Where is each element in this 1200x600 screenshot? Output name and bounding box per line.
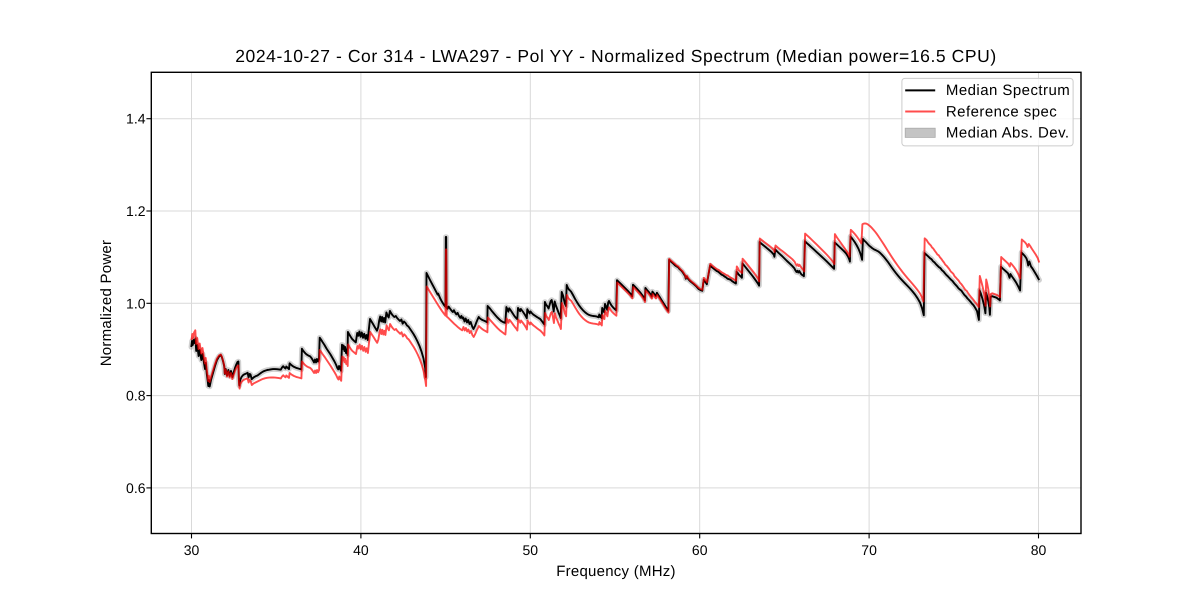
svg-text:2024-10-27 - Cor 314 - LWA297: 2024-10-27 - Cor 314 - LWA297 - Pol YY -… <box>235 46 997 66</box>
svg-text:1.2: 1.2 <box>126 203 146 219</box>
svg-text:1.4: 1.4 <box>126 111 146 127</box>
svg-text:1.0: 1.0 <box>126 295 146 311</box>
svg-text:Reference spec: Reference spec <box>946 103 1057 120</box>
svg-text:50: 50 <box>523 542 539 558</box>
svg-text:30: 30 <box>184 542 200 558</box>
svg-text:Normalized Power: Normalized Power <box>98 240 115 367</box>
svg-text:40: 40 <box>353 542 369 558</box>
svg-text:80: 80 <box>1031 542 1047 558</box>
svg-text:70: 70 <box>861 542 877 558</box>
svg-text:Median Abs. Dev.: Median Abs. Dev. <box>946 125 1070 142</box>
svg-text:Median Spectrum: Median Spectrum <box>946 82 1070 99</box>
svg-text:0.8: 0.8 <box>126 388 146 404</box>
svg-text:0.6: 0.6 <box>126 480 146 496</box>
svg-text:60: 60 <box>692 542 708 558</box>
svg-text:Frequency (MHz): Frequency (MHz) <box>556 563 676 580</box>
